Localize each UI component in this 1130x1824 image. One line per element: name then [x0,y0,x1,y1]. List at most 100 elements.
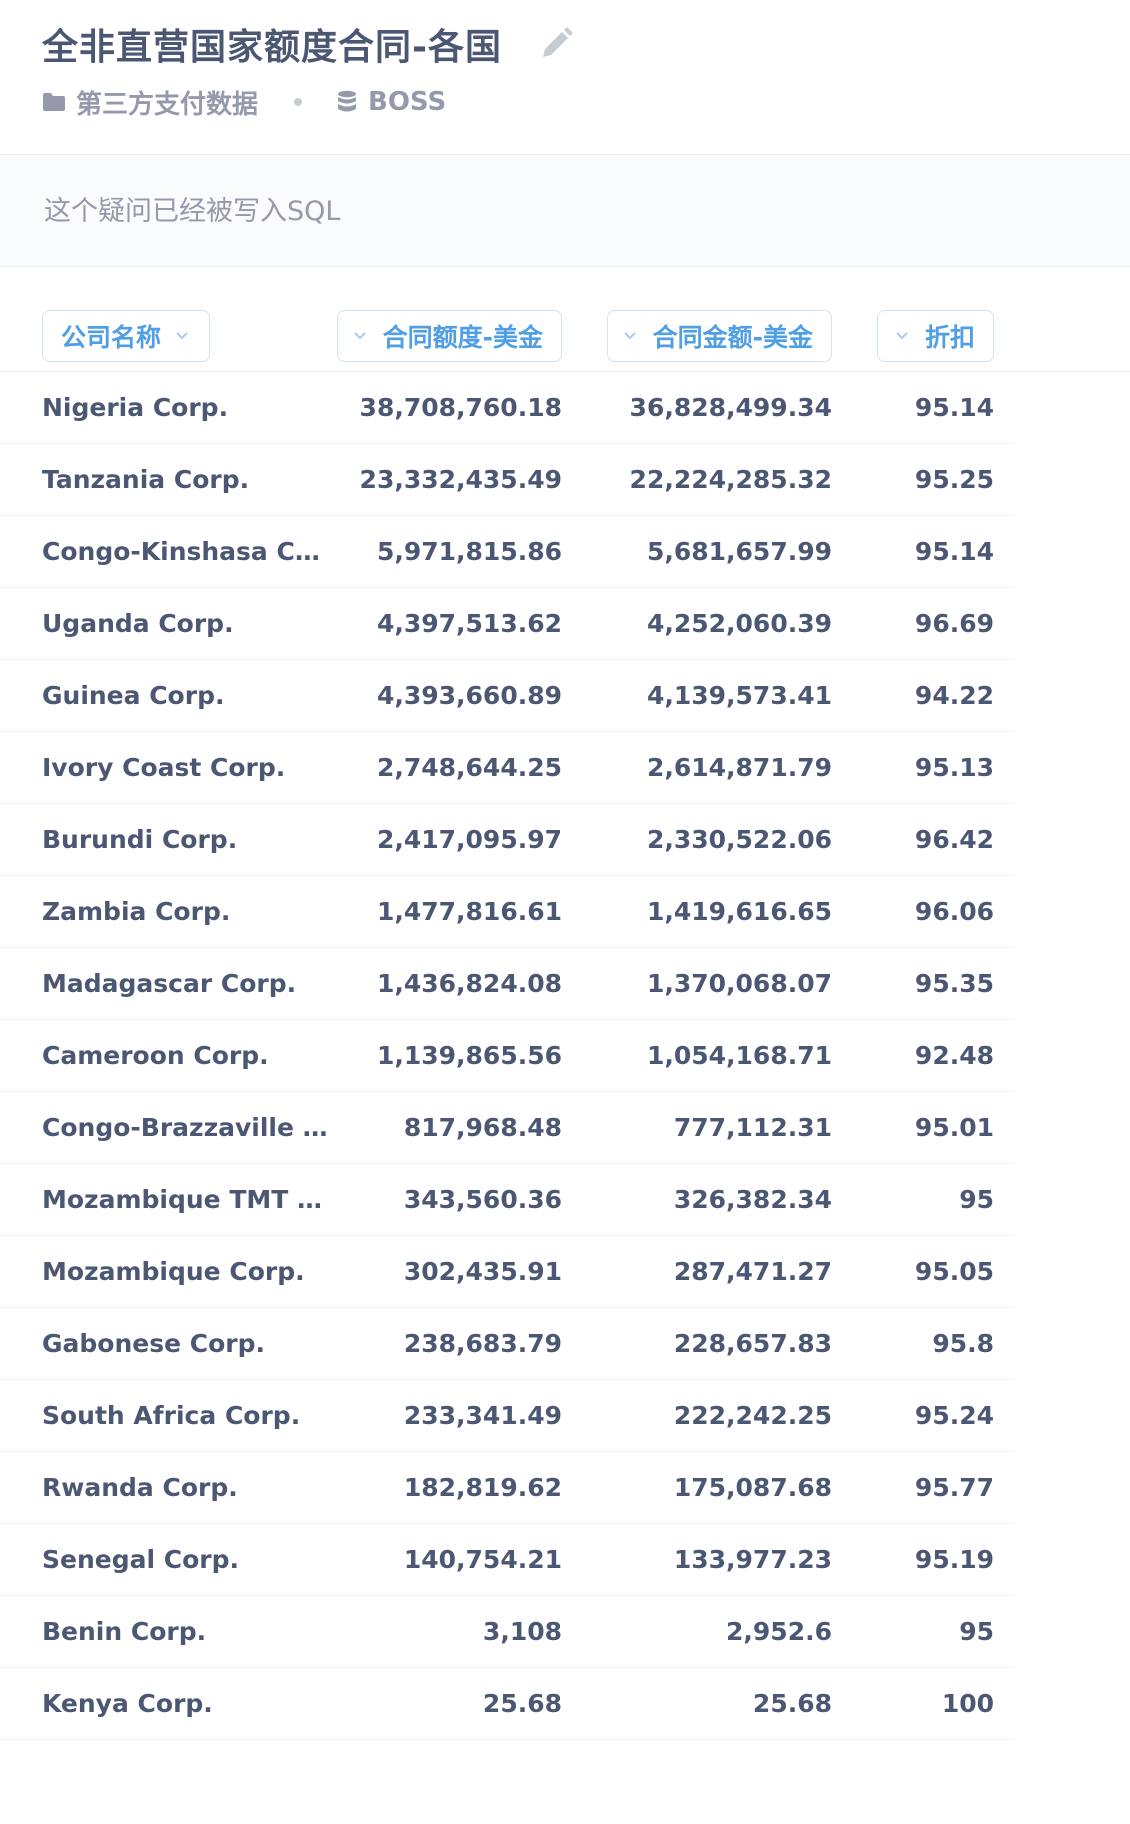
discount-cell: 95.14 [914,393,994,422]
contract-amount-cell: 133,977.23 [673,1545,832,1574]
discount-cell: 96.69 [914,609,994,638]
column-label: 公司名称 [61,323,162,352]
contract-quota-cell: 4,393,660.89 [376,681,562,710]
company-name-cell: Cameroon Corp. [42,1041,269,1070]
question-meta: 第三方支付数据 BOSS [42,82,446,122]
table-row[interactable]: Guinea Corp. 4,393,660.89 4,139,573.41 94.2… [0,660,1014,732]
chevron-down-icon [351,327,369,345]
contract-quota-cell: 1,436,824.08 [376,969,562,998]
column-header-discount[interactable]: 折扣 [877,310,994,362]
column-header-company[interactable]: 公司名称 [42,310,210,362]
table-row[interactable]: Zambia Corp. 1,477,816.61 1,419,616.65 96.0… [0,876,1014,948]
discount-cell: 95.13 [914,753,994,782]
separator-dot [294,98,303,106]
company-name-cell: Benin Corp. [42,1617,207,1646]
company-name-cell: Zambia Corp. [42,897,231,926]
contract-quota-cell: 343,560.36 [403,1185,562,1214]
table-row[interactable]: Rwanda Corp. 182,819.62 175,087.68 95.77 [0,1452,1014,1524]
discount-cell: 92.48 [914,1041,994,1070]
company-name-cell: Burundi Corp. [42,825,238,854]
table-row[interactable]: Kenya Corp. 25.68 25.68 100 [0,1668,1014,1740]
table-row[interactable]: Uganda Corp. 4,397,513.62 4,252,060.39 96.6… [0,588,1014,660]
table-row[interactable]: Congo-Kinshasa Corp. 5,971,815.86 5,681,65… [0,516,1014,588]
table-row[interactable]: Senegal Corp. 140,754.21 133,977.23 95.19 [0,1524,1014,1596]
contract-quota-cell: 238,683.79 [403,1329,562,1358]
company-name-cell: Tanzania Corp. [42,465,250,494]
contract-amount-cell: 228,657.83 [673,1329,832,1358]
contract-quota-cell: 140,754.21 [403,1545,562,1574]
contract-amount-cell: 4,139,573.41 [646,681,832,710]
table-row[interactable]: Cameroon Corp. 1,139,865.56 1,054,168.71 92… [0,1020,1014,1092]
table-row[interactable]: Congo-Brazzaville C… 817,968.48 777,112.31… [0,1092,1014,1164]
header-divider [0,371,1130,372]
contract-amount-cell: 222,242.25 [673,1401,832,1430]
company-name-cell: Guinea Corp. [42,681,225,710]
contract-amount-cell: 25.68 [752,1689,832,1718]
contract-amount-cell: 2,614,871.79 [646,753,832,782]
contract-quota-cell: 302,435.91 [403,1257,562,1286]
table-row[interactable]: Ivory Coast Corp. 2,748,644.25 2,614,871.7… [0,732,1014,804]
table-row[interactable]: Madagascar Corp. 1,436,824.08 1,370,068.07… [0,948,1014,1020]
company-name-cell: Uganda Corp. [42,609,234,638]
collection-link[interactable]: 第三方支付数据 [42,84,258,121]
contract-amount-cell: 22,224,285.32 [629,465,832,494]
discount-cell: 100 [941,1689,994,1718]
company-name-cell: Ivory Coast Corp. [42,753,286,782]
contract-amount-cell: 4,252,060.39 [646,609,832,638]
contract-quota-cell: 1,477,816.61 [376,897,562,926]
contract-quota-cell: 2,417,095.97 [376,825,562,854]
discount-cell: 95 [959,1185,994,1214]
results-table: Nigeria Corp. 38,708,760.18 36,828,499.34 9… [0,372,1014,1740]
folder-icon [43,93,65,111]
question-header: 全非直营国家额度合同-各国 第三方支付数据 [0,0,1130,155]
contract-quota-cell: 25.68 [482,1689,562,1718]
discount-cell: 95.25 [914,465,994,494]
contract-quota-cell: 4,397,513.62 [376,609,562,638]
contract-amount-cell: 1,370,068.07 [646,969,832,998]
table-row[interactable]: South Africa Corp. 233,341.49 222,242.25 95… [0,1380,1014,1452]
table-row[interactable]: Gabonese Corp. 238,683.79 228,657.83 95.8 [0,1308,1014,1380]
company-name-cell: Mozambique TMT C… [42,1185,332,1214]
pencil-icon[interactable] [536,24,576,64]
sql-notice-text: 这个疑问已经被写入SQL [44,196,341,227]
chevron-down-icon [893,327,911,345]
page-title: 全非直营国家额度合同-各国 [42,27,502,68]
discount-cell: 96.42 [914,825,994,854]
company-name-cell: South Africa Corp. [42,1401,301,1430]
contract-amount-cell: 2,330,522.06 [646,825,832,854]
company-name-cell: Rwanda Corp. [42,1473,238,1502]
contract-quota-cell: 233,341.49 [403,1401,562,1430]
contract-amount-cell: 326,382.34 [673,1185,832,1214]
table-row[interactable]: Nigeria Corp. 38,708,760.18 36,828,499.34 9… [0,372,1014,444]
discount-cell: 95.77 [914,1473,994,1502]
contract-amount-cell: 777,112.31 [673,1113,832,1142]
table-row[interactable]: Burundi Corp. 2,417,095.97 2,330,522.06 96.… [0,804,1014,876]
column-label: 合同金额-美金 [652,323,813,352]
database-label: BOSS [368,87,447,117]
contract-quota-cell: 1,139,865.56 [376,1041,562,1070]
discount-cell: 95 [959,1617,994,1646]
column-label: 合同额度-美金 [382,323,543,352]
table-row[interactable]: Benin Corp. 3,108 2,952.6 95 [0,1596,1014,1668]
contract-amount-cell: 2,952.6 [726,1617,832,1646]
contract-quota-cell: 3,108 [482,1617,562,1646]
table-row[interactable]: Tanzania Corp. 23,332,435.49 22,224,285.32… [0,444,1014,516]
table-row[interactable]: Mozambique Corp. 302,435.91 287,471.27 95.0… [0,1236,1014,1308]
column-header-contract-quota[interactable]: 合同额度-美金 [337,310,562,362]
discount-cell: 95.8 [932,1329,994,1358]
database-link[interactable]: BOSS [336,87,446,117]
discount-cell: 95.19 [914,1545,994,1574]
contract-quota-cell: 182,819.62 [403,1473,562,1502]
company-name-cell: Senegal Corp. [42,1545,239,1574]
company-name-cell: Kenya Corp. [42,1689,213,1718]
contract-amount-cell: 1,054,168.71 [646,1041,832,1070]
contract-quota-cell: 23,332,435.49 [359,465,562,494]
company-name-cell: Mozambique Corp. [42,1257,305,1286]
contract-amount-cell: 1,419,616.65 [646,897,832,926]
table-row[interactable]: Mozambique TMT C… 343,560.36 326,382.34 95 [0,1164,1014,1236]
chevron-down-icon [621,327,639,345]
column-header-contract-amount[interactable]: 合同金额-美金 [607,310,832,362]
company-name-cell: Congo-Brazzaville C… [42,1113,332,1142]
title-row: 全非直营国家额度合同-各国 [42,16,576,72]
